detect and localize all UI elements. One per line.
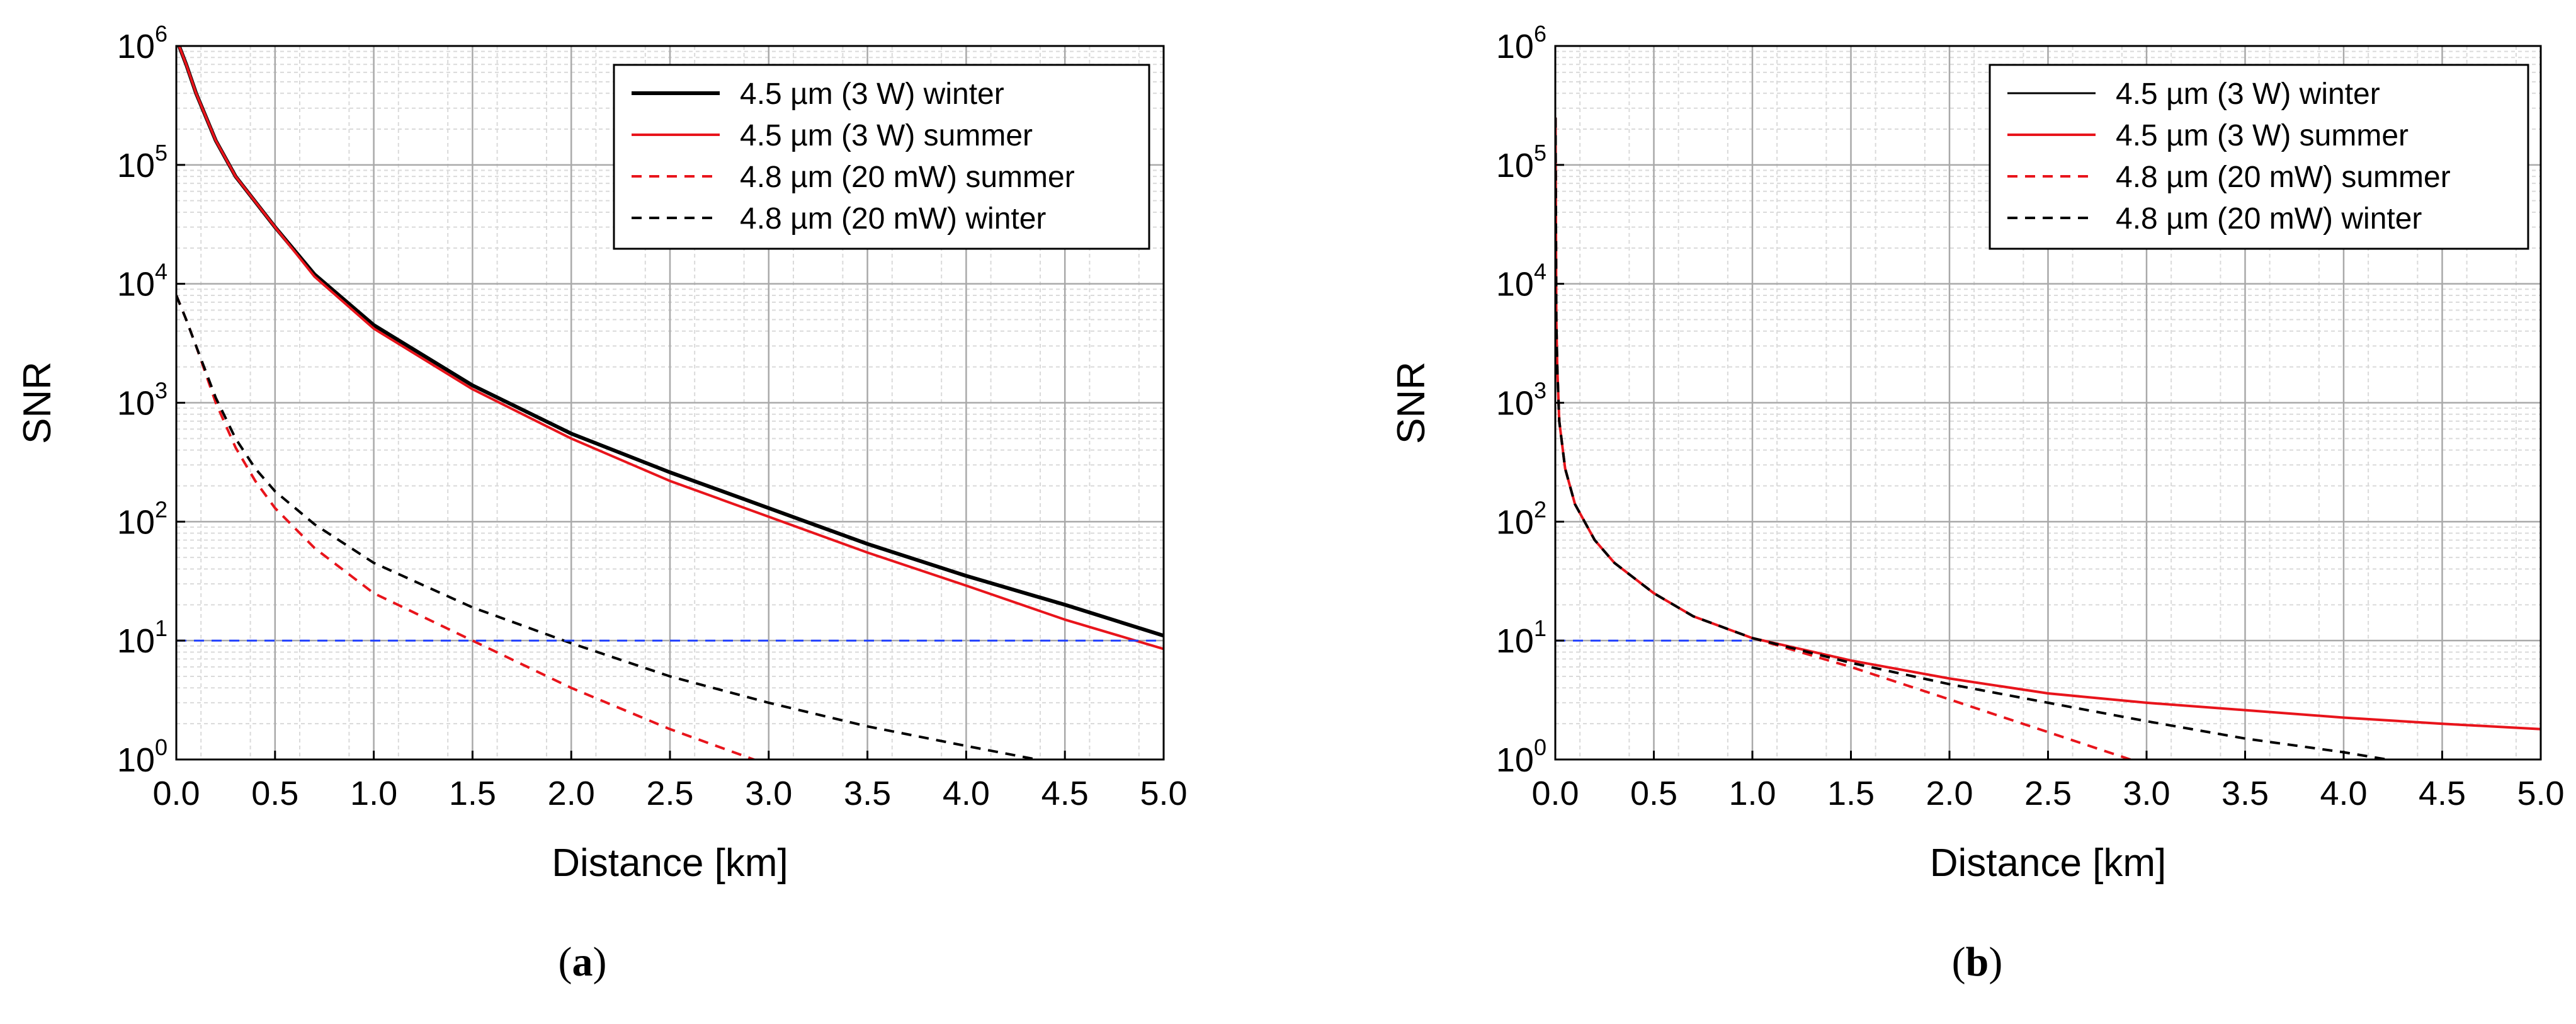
chart-a-svg: 0.0 0.5 1.0 1.5 2.0 2.5 3.0 3.5 4.0 4.5 5.0 100 101 1… (16, 21, 1188, 885)
y-tick-label: 105 (117, 140, 167, 185)
y-tick-label: 106 (117, 21, 167, 65)
y-tick-label: 100 (117, 734, 167, 779)
legend-label: 4.5 µm (3 W) winter (740, 77, 1004, 111)
chart-panel-b: 0.0 0.5 1.0 1.5 2.0 2.5 3.0 3.5 4.0 4.5 5.0 100 101 1… (1379, 0, 2576, 1024)
legend-label: 4.5 µm (3 W) summer (2116, 119, 2409, 152)
series-line-3 (1555, 117, 2395, 759)
axis-ticks: 0.0 0.5 1.0 1.5 2.0 2.5 3.0 3.5 4.0 4.5 5.0 100 101 1… (1496, 21, 2565, 812)
y-tick-label: 100 (1496, 734, 1546, 779)
y-tick-label: 101 (1496, 615, 1546, 660)
x-tick-label: 2.0 (548, 775, 595, 812)
legend-label: 4.8 µm (20 mW) summer (740, 161, 1075, 194)
x-tick-label: 1.5 (449, 775, 496, 812)
x-tick-label: 2.5 (646, 775, 693, 812)
x-axis-label: Distance [km] (552, 841, 788, 885)
legend-label: 4.5 µm (3 W) summer (740, 119, 1033, 152)
x-tick-label: 3.5 (844, 775, 891, 812)
legend-label: 4.8 µm (20 mW) winter (740, 202, 1046, 236)
chart-panel-a: 0.0 0.5 1.0 1.5 2.0 2.5 3.0 3.5 4.0 4.5 5.0 100 101 1… (0, 0, 1196, 1024)
x-tick-label: 0.0 (152, 775, 200, 812)
y-tick-label: 103 (117, 378, 167, 423)
series-line-3 (176, 295, 1044, 759)
caption-b: (b) (1951, 939, 2003, 985)
x-tick-label: 0.5 (1630, 775, 1677, 812)
x-tick-label: 3.0 (2123, 775, 2170, 812)
series-lines (1555, 117, 2541, 759)
x-tick-label: 0.0 (1531, 775, 1579, 812)
caption-a: (a) (558, 939, 607, 985)
y-axis-label: SNR (16, 361, 59, 444)
x-tick-label: 3.0 (745, 775, 792, 812)
series-line-1 (178, 46, 1164, 651)
x-tick-label: 2.0 (1926, 775, 1973, 812)
y-tick-label: 104 (1496, 259, 1546, 304)
legend-label: 4.5 µm (3 W) winter (2116, 77, 2380, 111)
x-tick-label: 2.5 (2024, 775, 2072, 812)
y-tick-label: 103 (1496, 378, 1546, 423)
y-tick-label: 101 (117, 615, 167, 660)
legend-label: 4.8 µm (20 mW) summer (2116, 161, 2451, 194)
x-tick-label: 4.0 (2320, 775, 2367, 812)
x-tick-label: 1.0 (1728, 775, 1776, 812)
series-lines (176, 46, 1164, 759)
x-tick-label: 1.0 (350, 775, 397, 812)
legend-label: 4.8 µm (20 mW) winter (2116, 202, 2422, 236)
x-axis-label: Distance [km] (1930, 841, 2167, 885)
y-tick-label: 104 (117, 259, 167, 304)
x-tick-label: 0.5 (251, 775, 298, 812)
y-tick-label: 106 (1496, 21, 1546, 65)
x-tick-label: 4.5 (1041, 775, 1089, 812)
legend: 4.5 µm (3 W) winter 4.5 µm (3 W) summer 4.… (613, 64, 1150, 250)
x-tick-label: 4.5 (2419, 775, 2466, 812)
y-tick-label: 102 (117, 496, 167, 541)
legend: 4.5 µm (3 W) winter 4.5 µm (3 W) summer 4.… (1989, 64, 2529, 250)
x-tick-label: 3.5 (2221, 775, 2269, 812)
chart-b-svg: 0.0 0.5 1.0 1.5 2.0 2.5 3.0 3.5 4.0 4.5 5.0 100 101 1… (1390, 21, 2565, 885)
x-tick-label: 5.0 (2517, 775, 2564, 812)
axis-ticks: 0.0 0.5 1.0 1.5 2.0 2.5 3.0 3.5 4.0 4.5 5.0 100 101 1… (117, 21, 1188, 812)
y-tick-label: 102 (1496, 496, 1546, 541)
y-axis-label: SNR (1390, 361, 1433, 444)
x-tick-label: 4.0 (943, 775, 990, 812)
y-tick-label: 105 (1496, 140, 1546, 185)
grid (1554, 45, 2542, 761)
x-tick-label: 5.0 (1140, 775, 1187, 812)
x-tick-label: 1.5 (1827, 775, 1875, 812)
